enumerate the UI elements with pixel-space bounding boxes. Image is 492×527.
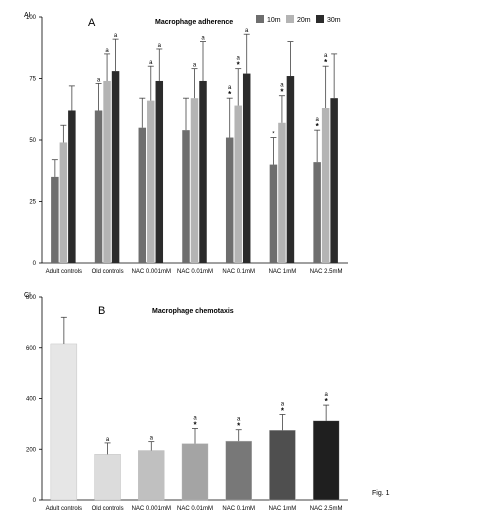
panel-a-legend-swatch: [286, 15, 294, 23]
panel-a-annotation-star: *: [280, 88, 284, 97]
panel-b-annotation-letter: a: [237, 417, 241, 423]
panel-a-bar: [155, 80, 164, 264]
panel-b-annotation-letter: a: [193, 415, 197, 421]
panel-b-bar: [269, 430, 296, 501]
panel-a-annotation-letter: a: [97, 77, 101, 83]
panel-a-x-tick-label: NAC 0.001mM: [132, 269, 171, 275]
panel-a-annotation-star: *: [237, 61, 241, 70]
panel-b-bar: [225, 440, 252, 501]
panel-a-y-tick-label: 25: [29, 200, 36, 206]
panel-a-bar: [199, 80, 207, 264]
panel-a-bar: [51, 176, 59, 263]
panel-a-x-tick-label: NAC 0.01mM: [177, 269, 213, 275]
panel-a-annotation-letter: a: [201, 36, 205, 42]
panel-a-bar: [147, 100, 155, 263]
panel-a-annotation-letter: a: [114, 33, 118, 39]
panel-a-bar: [330, 98, 338, 264]
panel-a-y-tick-label: 0: [33, 261, 37, 267]
panel-b-y-tick-label: 0: [33, 498, 37, 504]
panel-b-x-tick-label: NAC 1mM: [269, 506, 297, 512]
panel-b-annotation-letter: a: [106, 437, 110, 443]
panel-a-bar: [190, 98, 199, 264]
panel-a-x-tick-label: Old controls: [92, 269, 124, 275]
panel-a-bar: [94, 110, 103, 263]
panel-a-annotation-letter: a: [324, 53, 328, 59]
panel-a-bar: [286, 76, 295, 263]
panel-a-x-tick-label: NAC 0.1mM: [222, 269, 255, 275]
panel-a-bar: [138, 127, 147, 263]
panel-a-label: A: [88, 17, 96, 29]
panel-b-x-tick-label: NAC 0.01mM: [177, 506, 213, 512]
panel-b-annotation-star: *: [237, 422, 241, 431]
panel-b-annotation-letter: a: [281, 401, 285, 407]
panel-b-bar: [138, 450, 165, 501]
panel-b-y-tick-label: 400: [26, 397, 37, 403]
panel-a-corner-label: AI: [24, 12, 31, 19]
panel-a-annotation-letter: a: [245, 28, 249, 34]
panel-a-legend-label: 30m: [327, 17, 341, 24]
panel-b-x-tick-label: Old controls: [92, 506, 124, 512]
panel-a-annotation-letter: a: [237, 56, 241, 62]
panel-b-x-tick-label: NAC 2.5mM: [310, 506, 343, 512]
panel-a-annotation-letter: *: [272, 132, 275, 138]
panel-a-x-tick-label: Adult controls: [46, 269, 82, 275]
panel-a-annotation-letter: a: [149, 60, 153, 66]
panel-b-y-tick-label: 200: [26, 447, 37, 453]
panel-a-legend-label: 20m: [297, 17, 311, 24]
panel-a-annotation-letter: a: [193, 63, 197, 69]
panel-a-bar: [313, 162, 321, 263]
panel-b-y-tick-label: 800: [26, 295, 37, 301]
panel-b-corner-label: CI: [24, 292, 31, 299]
panel-a-title: Macrophage adherence: [155, 19, 233, 26]
panel-a-legend-swatch: [316, 15, 324, 23]
panel-b-x-tick-label: Adult controls: [46, 506, 82, 512]
panel-a-chart: 0 25 50 75 100 Adult controls Old controls a a a N…: [24, 12, 348, 275]
panel-b-chart: 0 200 400 600 800 Adult controls Old controls a…: [24, 292, 348, 512]
panel-a-annotation-star: *: [324, 58, 328, 67]
panel-b-bar: [181, 443, 209, 501]
panel-b-y-tick-label: 600: [26, 346, 37, 352]
panel-b-annotation-letter: a: [150, 436, 154, 442]
panel-a-bar: [269, 164, 278, 263]
panel-b-annotation-star: *: [325, 397, 329, 406]
panel-b-x-tick-label: NAC 0.1mM: [222, 506, 255, 512]
panel-a-y-tick-label: 100: [26, 15, 37, 21]
panel-a-bar: [111, 71, 120, 264]
panel-a-bar: [321, 108, 330, 264]
panel-a-bar: [225, 137, 234, 263]
panel-a-annotation-letter: a: [280, 83, 284, 89]
panel-a-bar: [182, 130, 190, 263]
panel-a-bar: [278, 122, 286, 263]
panel-b-bar: [94, 454, 121, 501]
panel-b-x-tick-label: NAC 0.001mM: [132, 506, 171, 512]
panel-a-bar: [234, 105, 242, 263]
panel-b-label: B: [98, 305, 105, 317]
panel-a-annotation-letter: a: [228, 85, 232, 91]
panel-a-x-tick-label: NAC 1mM: [269, 269, 297, 275]
panel-b-annotation-star: *: [281, 406, 285, 415]
panel-a-bar: [68, 110, 76, 263]
figure-label: Fig. 1: [372, 490, 390, 497]
panel-b-annotation-star: *: [193, 420, 197, 429]
panel-a-annotation-star: *: [228, 90, 232, 99]
panel-a-annotation-letter: a: [105, 48, 109, 54]
panel-a-y-tick-label: 50: [29, 138, 36, 144]
panel-a-bar: [242, 73, 251, 263]
panel-a-x-tick-label: NAC 2.5mM: [310, 269, 343, 275]
panel-a-bar: [59, 142, 68, 263]
panel-a-legend-label: 10m: [267, 17, 281, 24]
panel-b-bar: [50, 343, 78, 501]
panel-a-bar: [103, 80, 111, 264]
panel-a-annotation-letter: a: [315, 117, 319, 123]
panel-a-annotation-letter: a: [158, 43, 162, 49]
panel-a-legend-swatch: [256, 15, 264, 23]
panel-b-title: Macrophage chemotaxis: [152, 308, 234, 315]
panel-b-annotation-letter: a: [324, 392, 328, 398]
panel-b-bar: [312, 420, 340, 501]
panel-a-y-tick-label: 75: [29, 77, 36, 83]
panel-a-annotation-star: *: [316, 122, 320, 131]
